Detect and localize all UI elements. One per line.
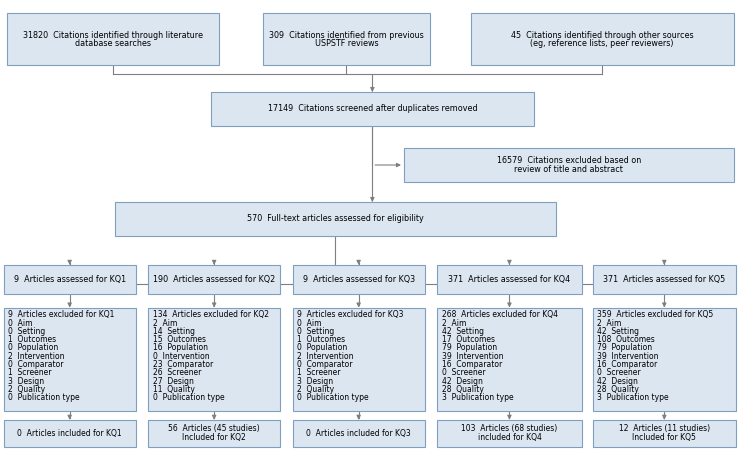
Text: 31820  Citations identified through literature: 31820 Citations identified through liter… [23,31,203,40]
FancyBboxPatch shape [293,420,425,447]
Text: 2  Quality: 2 Quality [8,385,45,394]
Text: included for KQ4: included for KQ4 [477,433,542,442]
Text: 12  Articles (11 studies): 12 Articles (11 studies) [619,424,710,433]
Text: 371  Articles assessed for KQ5: 371 Articles assessed for KQ5 [603,275,725,284]
Text: (eg, reference lists, peer reviewers): (eg, reference lists, peer reviewers) [531,39,674,48]
FancyBboxPatch shape [593,265,736,294]
Text: 190  Articles assessed for KQ2: 190 Articles assessed for KQ2 [153,275,275,284]
Text: database searches: database searches [75,39,151,48]
FancyBboxPatch shape [404,148,734,182]
Text: 1  Screener: 1 Screener [297,368,341,378]
Text: Included for KQ5: Included for KQ5 [632,433,697,442]
FancyBboxPatch shape [293,265,425,294]
Text: 134  Articles excluded for KQ2: 134 Articles excluded for KQ2 [153,310,269,319]
Text: 1  Outcomes: 1 Outcomes [297,335,345,344]
Text: 1  Screener: 1 Screener [8,368,52,378]
Text: 3  Design: 3 Design [297,377,333,386]
Text: 23  Comparator: 23 Comparator [153,360,213,369]
Text: 0  Population: 0 Population [297,343,348,352]
Text: 28  Quality: 28 Quality [597,385,639,394]
FancyBboxPatch shape [471,13,734,65]
Text: 9  Articles excluded for KQ1: 9 Articles excluded for KQ1 [8,310,115,319]
FancyBboxPatch shape [4,265,136,294]
FancyBboxPatch shape [4,420,136,447]
Text: 16  Comparator: 16 Comparator [597,360,657,369]
Text: 2  Aim: 2 Aim [597,318,622,328]
Text: 79  Population: 79 Population [442,343,496,352]
Text: 14  Setting: 14 Setting [153,327,195,336]
Text: 45  Citations identified through other sources: 45 Citations identified through other so… [511,31,694,40]
Text: 108  Outcomes: 108 Outcomes [597,335,655,344]
FancyBboxPatch shape [593,420,736,447]
Text: 56  Articles (45 studies): 56 Articles (45 studies) [168,424,260,433]
Text: 39  Intervention: 39 Intervention [597,352,659,361]
FancyBboxPatch shape [437,420,582,447]
Text: 42  Design: 42 Design [597,377,638,386]
FancyBboxPatch shape [593,308,736,411]
Text: USPSTF reviews: USPSTF reviews [315,39,378,48]
Text: 0  Articles included for KQ3: 0 Articles included for KQ3 [306,429,411,438]
Text: 42  Setting: 42 Setting [442,327,484,336]
Text: 268  Articles excluded for KQ4: 268 Articles excluded for KQ4 [442,310,558,319]
Text: 3  Publication type: 3 Publication type [442,393,514,402]
Text: 2  Aim: 2 Aim [442,318,466,328]
Text: 0  Publication type: 0 Publication type [153,393,225,402]
FancyBboxPatch shape [263,13,430,65]
Text: 39  Intervention: 39 Intervention [442,352,503,361]
Text: 15  Outcomes: 15 Outcomes [153,335,206,344]
FancyBboxPatch shape [115,202,556,236]
Text: 9  Articles assessed for KQ3: 9 Articles assessed for KQ3 [302,275,415,284]
Text: 17149  Citations screened after duplicates removed: 17149 Citations screened after duplicate… [268,104,477,114]
Text: 9  Articles assessed for KQ1: 9 Articles assessed for KQ1 [13,275,126,284]
Text: 3  Publication type: 3 Publication type [597,393,669,402]
Text: 0  Aim: 0 Aim [8,318,33,328]
Text: 42  Design: 42 Design [442,377,482,386]
Text: 11  Quality: 11 Quality [153,385,195,394]
Text: 0  Articles included for KQ1: 0 Articles included for KQ1 [17,429,122,438]
FancyBboxPatch shape [437,265,582,294]
Text: 0  Screener: 0 Screener [442,368,485,378]
FancyBboxPatch shape [211,92,534,126]
Text: 0  Intervention: 0 Intervention [153,352,209,361]
Text: review of title and abstract: review of title and abstract [514,164,623,174]
Text: 79  Population: 79 Population [597,343,652,352]
Text: 26  Screener: 26 Screener [153,368,201,378]
Text: 0  Screener: 0 Screener [597,368,641,378]
FancyBboxPatch shape [148,265,280,294]
Text: 2  Intervention: 2 Intervention [8,352,64,361]
FancyBboxPatch shape [4,308,136,411]
Text: Included for KQ2: Included for KQ2 [182,433,246,442]
Text: 0  Setting: 0 Setting [8,327,45,336]
FancyBboxPatch shape [148,308,280,411]
FancyBboxPatch shape [437,308,582,411]
Text: 570  Full-text articles assessed for eligibility: 570 Full-text articles assessed for elig… [247,214,424,224]
Text: 103  Articles (68 studies): 103 Articles (68 studies) [462,424,557,433]
FancyBboxPatch shape [148,420,280,447]
Text: 0  Population: 0 Population [8,343,59,352]
Text: 359  Articles excluded for KQ5: 359 Articles excluded for KQ5 [597,310,714,319]
Text: 371  Articles assessed for KQ4: 371 Articles assessed for KQ4 [448,275,571,284]
Text: 0  Aim: 0 Aim [297,318,322,328]
Text: 3  Design: 3 Design [8,377,44,386]
Text: 0  Comparator: 0 Comparator [8,360,64,369]
Text: 9  Articles excluded for KQ3: 9 Articles excluded for KQ3 [297,310,404,319]
Text: 17  Outcomes: 17 Outcomes [442,335,495,344]
Text: 28  Quality: 28 Quality [442,385,484,394]
Text: 16  Comparator: 16 Comparator [442,360,502,369]
Text: 16  Population: 16 Population [153,343,207,352]
Text: 309  Citations identified from previous: 309 Citations identified from previous [269,31,424,40]
Text: 0  Publication type: 0 Publication type [297,393,369,402]
FancyBboxPatch shape [7,13,219,65]
Text: 0  Comparator: 0 Comparator [297,360,353,369]
Text: 0  Setting: 0 Setting [297,327,334,336]
Text: 27  Design: 27 Design [153,377,193,386]
FancyBboxPatch shape [293,308,425,411]
Text: 42  Setting: 42 Setting [597,327,639,336]
Text: 2  Quality: 2 Quality [297,385,334,394]
Text: 2  Aim: 2 Aim [153,318,177,328]
Text: 16579  Citations excluded based on: 16579 Citations excluded based on [496,156,641,166]
Text: 1  Outcomes: 1 Outcomes [8,335,56,344]
Text: 0  Publication type: 0 Publication type [8,393,80,402]
Text: 2  Intervention: 2 Intervention [297,352,353,361]
